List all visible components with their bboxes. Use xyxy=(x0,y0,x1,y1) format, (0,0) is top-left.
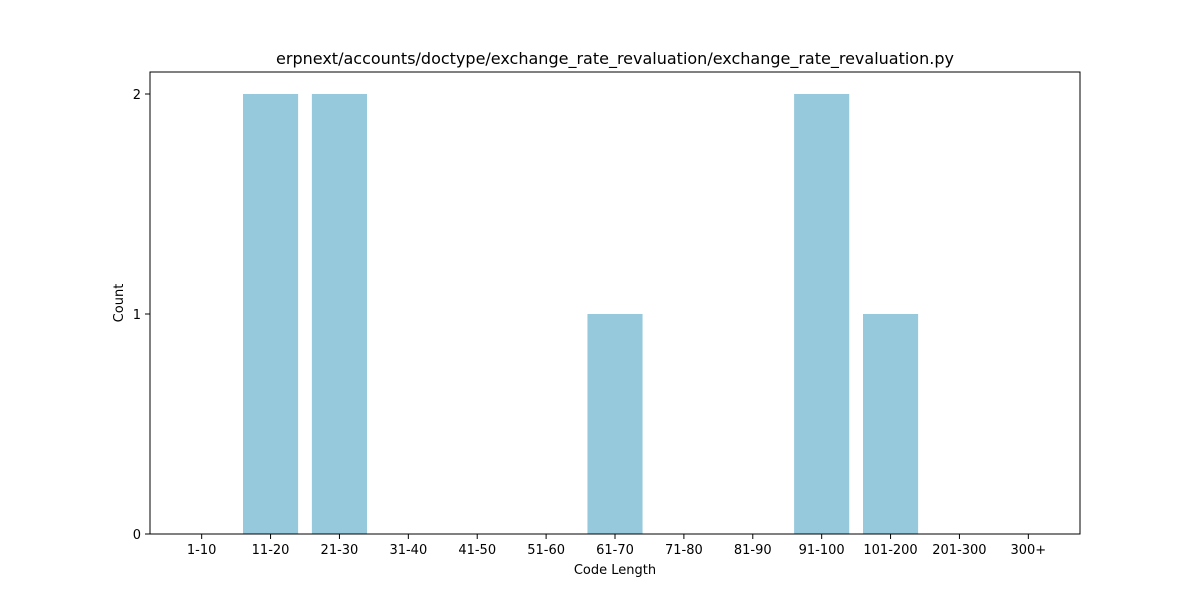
x-tick-label: 41-50 xyxy=(458,543,496,558)
y-tick-label: 2 xyxy=(133,88,141,103)
x-axis-ticks: 1-10 11-20 21-30 31-40 41-50 51-60 61-70 71-80 8… xyxy=(187,534,1046,558)
bar-11-20 xyxy=(243,94,299,534)
x-tick-label: 201-300 xyxy=(932,543,986,558)
x-tick-label: 21-30 xyxy=(321,543,359,558)
y-axis-ticks: 0 1 2 xyxy=(133,88,150,543)
chart-title: erpnext/accounts/doctype/exchange_rate_r… xyxy=(276,49,954,69)
y-tick-label: 1 xyxy=(133,308,141,323)
x-tick-label: 300+ xyxy=(1010,543,1046,558)
bars-group xyxy=(243,94,919,534)
x-tick-label: 101-200 xyxy=(863,543,917,558)
y-axis-label: Count xyxy=(112,284,127,323)
bar-61-70 xyxy=(587,314,643,534)
bar-91-100 xyxy=(794,94,850,534)
x-tick-label: 81-90 xyxy=(734,543,772,558)
x-axis-label: Code Length xyxy=(574,563,656,578)
x-tick-label: 51-60 xyxy=(527,543,565,558)
x-tick-label: 11-20 xyxy=(252,543,290,558)
plot-frame xyxy=(149,71,1081,535)
x-tick-label: 71-80 xyxy=(665,543,703,558)
bar-21-30 xyxy=(311,94,367,534)
x-tick-label: 31-40 xyxy=(389,543,427,558)
y-tick-label: 0 xyxy=(133,528,141,543)
bar-101-200 xyxy=(863,314,919,534)
x-tick-label: 91-100 xyxy=(799,543,845,558)
x-tick-label: 61-70 xyxy=(596,543,634,558)
x-tick-label: 1-10 xyxy=(187,543,217,558)
